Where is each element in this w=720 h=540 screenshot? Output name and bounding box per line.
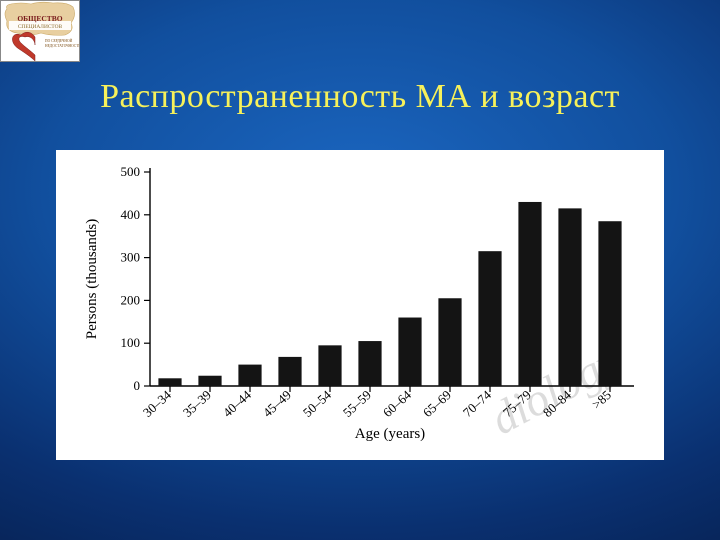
bar [198,376,221,386]
x-axis-label: Age (years) [355,426,425,442]
y-tick-label: 100 [121,335,141,350]
bar [158,378,181,386]
chart-panel: diology010020030040050030–3435–3940–4445… [56,150,664,460]
bar [238,365,261,386]
y-tick-label: 400 [121,207,141,222]
y-tick-label: 500 [121,164,141,179]
logo-svg: ОБЩЕСТВО СПЕЦИАЛИСТОВ ПО СЕРДЕЧНОЙ НЕДОС… [1,1,79,61]
bar [398,318,421,386]
x-tick-label: 30–34 [140,387,175,420]
y-axis-label: Persons (thousands) [84,219,100,339]
bar [278,357,301,386]
logo: ОБЩЕСТВО СПЕЦИАЛИСТОВ ПО СЕРДЕЧНОЙ НЕДОС… [0,0,80,62]
logo-text-top: ОБЩЕСТВО [17,14,62,23]
slide: ОБЩЕСТВО СПЕЦИАЛИСТОВ ПО СЕРДЕЧНОЙ НЕДОС… [0,0,720,540]
x-tick-label: 45–49 [260,387,294,420]
y-tick-label: 0 [134,378,141,393]
x-tick-label: 60–64 [380,387,415,420]
y-tick-label: 200 [121,292,141,307]
bar [518,202,541,386]
logo-text-bottom1: ПО СЕРДЕЧНОЙ [45,38,73,43]
bar [358,341,381,386]
bar [598,221,621,386]
logo-text-bottom2: НЕДОСТАТОЧНОСТИ [45,44,79,48]
bar [318,345,341,386]
y-tick-label: 300 [121,250,141,265]
bar-chart: diology010020030040050030–3435–3940–4445… [72,162,648,448]
x-tick-label: 65–69 [420,387,454,420]
x-tick-label: 55–59 [340,387,374,420]
x-tick-label: 35–39 [180,387,214,420]
logo-text-mid: СПЕЦИАЛИСТОВ [18,24,63,30]
slide-title: Распространенность МА и возраст [0,78,720,116]
bar [438,298,461,386]
bar [478,251,501,386]
x-tick-label: 50–54 [300,387,335,420]
x-tick-label: 40–44 [220,387,255,420]
bar [558,208,581,386]
chart-inner: diology010020030040050030–3435–3940–4445… [72,162,648,448]
